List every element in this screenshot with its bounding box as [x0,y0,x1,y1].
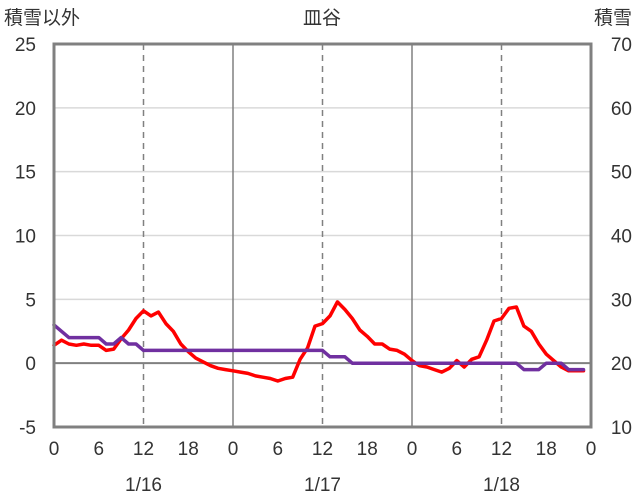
y-right-tick-label: 20 [611,354,632,375]
series-layer [52,300,586,383]
date-label: 1/18 [483,475,520,496]
y-right-tick-label: 50 [611,163,632,184]
y-left-tick-label: 15 [15,163,36,184]
y-right-tick-label: 70 [611,35,632,56]
y-left-tick-label: 10 [15,227,36,248]
x-tick-label: 0 [228,439,239,460]
y-left-tick-label: 25 [15,35,36,56]
x-tick-label: 12 [491,439,512,460]
chart-title: 皿谷 [303,7,341,29]
y-right-tick-label: 60 [611,99,632,120]
x-tick-label: 6 [272,439,283,460]
x-tick-label: 0 [586,439,597,460]
y-left-tick-label: -5 [19,418,36,439]
right-axis-label: 積雪 [594,7,632,29]
series-line-right [52,323,586,372]
y-right-tick-label: 30 [611,290,632,311]
y-left-tick-label: 5 [25,290,36,311]
x-tick-label: 6 [93,439,104,460]
series-line-left [52,300,586,383]
date-label: 1/17 [304,475,341,496]
x-tick-label: 12 [312,439,333,460]
grid-layer [54,44,591,427]
plot-frame [52,42,593,429]
x-tick-label: 18 [357,439,378,460]
x-tick-label: 12 [133,439,154,460]
y-right-tick-label: 10 [611,418,632,439]
y-right-tick-label: 40 [611,227,632,248]
y-left-tick-label: 0 [25,354,36,375]
x-tick-label: 0 [49,439,60,460]
x-tick-label: 18 [178,439,199,460]
date-label: 1/16 [125,475,162,496]
x-tick-label: 18 [536,439,557,460]
left-axis-label: 積雪以外 [4,7,80,29]
x-tick-label: 6 [451,439,462,460]
y-left-tick-label: 20 [15,99,36,120]
x-tick-label: 0 [407,439,418,460]
